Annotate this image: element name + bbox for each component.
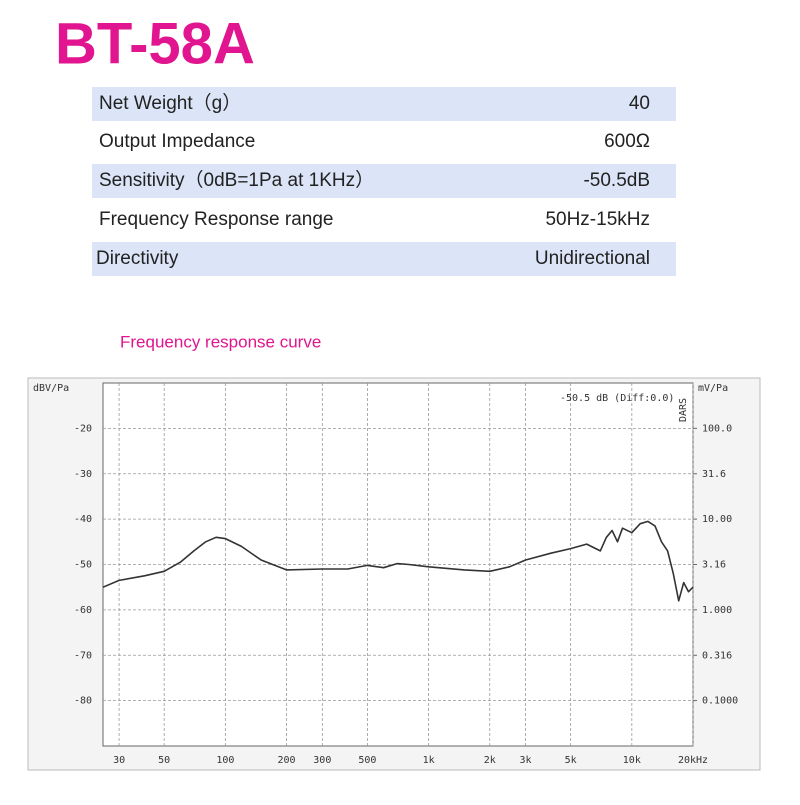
- table-row-bg: [92, 164, 676, 198]
- x-tick-label: 50: [158, 755, 170, 766]
- x-tick-label: 500: [358, 755, 376, 766]
- x-tick-label: 20kHz: [678, 755, 708, 766]
- table-row-bg: [92, 242, 676, 276]
- y2-tick-label: 0.1000: [702, 696, 738, 707]
- annotation: DARS: [678, 398, 689, 422]
- y-tick-label: -80: [74, 696, 92, 707]
- y2-tick-label: 3.16: [702, 560, 726, 571]
- chart-title: Frequency response curve: [120, 332, 321, 351]
- x-tick-label: 3k: [520, 755, 532, 766]
- x-tick-label: 300: [313, 755, 331, 766]
- y-tick-label: -70: [74, 650, 92, 661]
- y-axis-label: dBV/Pa: [33, 383, 69, 394]
- y2-tick-label: 100.0: [702, 423, 732, 434]
- annotation: -50.5 dB (Diff:0.0): [560, 393, 674, 404]
- chart: -20 -30 -40 -50 -60 -70 -80 100.0 31.6 10.00 3.16 1…: [74, 383, 738, 766]
- spec-value: -50.5dB: [583, 170, 650, 191]
- y2-tick-label: 10.00: [702, 514, 732, 525]
- spec-value: 40: [629, 93, 650, 114]
- spec-label: Directivity: [96, 248, 179, 269]
- spec-table: Net Weight（g） 40 Output Impedance 600Ω Sensi…: [92, 87, 676, 276]
- spec-label: Net Weight（g）: [99, 92, 241, 114]
- spec-value: Unidirectional: [535, 248, 650, 269]
- x-tick-label: 5k: [565, 755, 577, 766]
- y-tick-label: -20: [74, 423, 92, 434]
- y2-tick-label: 1.000: [702, 605, 732, 616]
- x-tick-label: 2k: [484, 755, 496, 766]
- x-tick-label: 30: [113, 755, 125, 766]
- spec-label: Sensitivity（0dB=1Pa at 1KHz）: [99, 169, 374, 191]
- y-tick-label: -50: [74, 560, 92, 571]
- y-tick-label: -30: [74, 469, 92, 480]
- x-tick-label: 100: [216, 755, 234, 766]
- y2-tick-label: 31.6: [702, 469, 726, 480]
- y-tick-label: -40: [74, 514, 92, 525]
- y2-axis-label: mV/Pa: [698, 383, 728, 394]
- spec-value: 50Hz-15kHz: [545, 209, 650, 230]
- table-row-bg: [92, 87, 676, 121]
- y2-tick-label: 0.316: [702, 650, 732, 661]
- x-tick-label: 1k: [423, 755, 435, 766]
- response-curve: [102, 520, 694, 602]
- spec-value: 600Ω: [604, 131, 650, 152]
- x-tick-label: 10k: [623, 755, 641, 766]
- product-title: BT-58A: [55, 11, 255, 76]
- y-tick-label: -60: [74, 605, 92, 616]
- x-tick-label: 200: [278, 755, 296, 766]
- spec-label: Output Impedance: [99, 131, 255, 152]
- spec-label: Frequency Response range: [99, 209, 333, 230]
